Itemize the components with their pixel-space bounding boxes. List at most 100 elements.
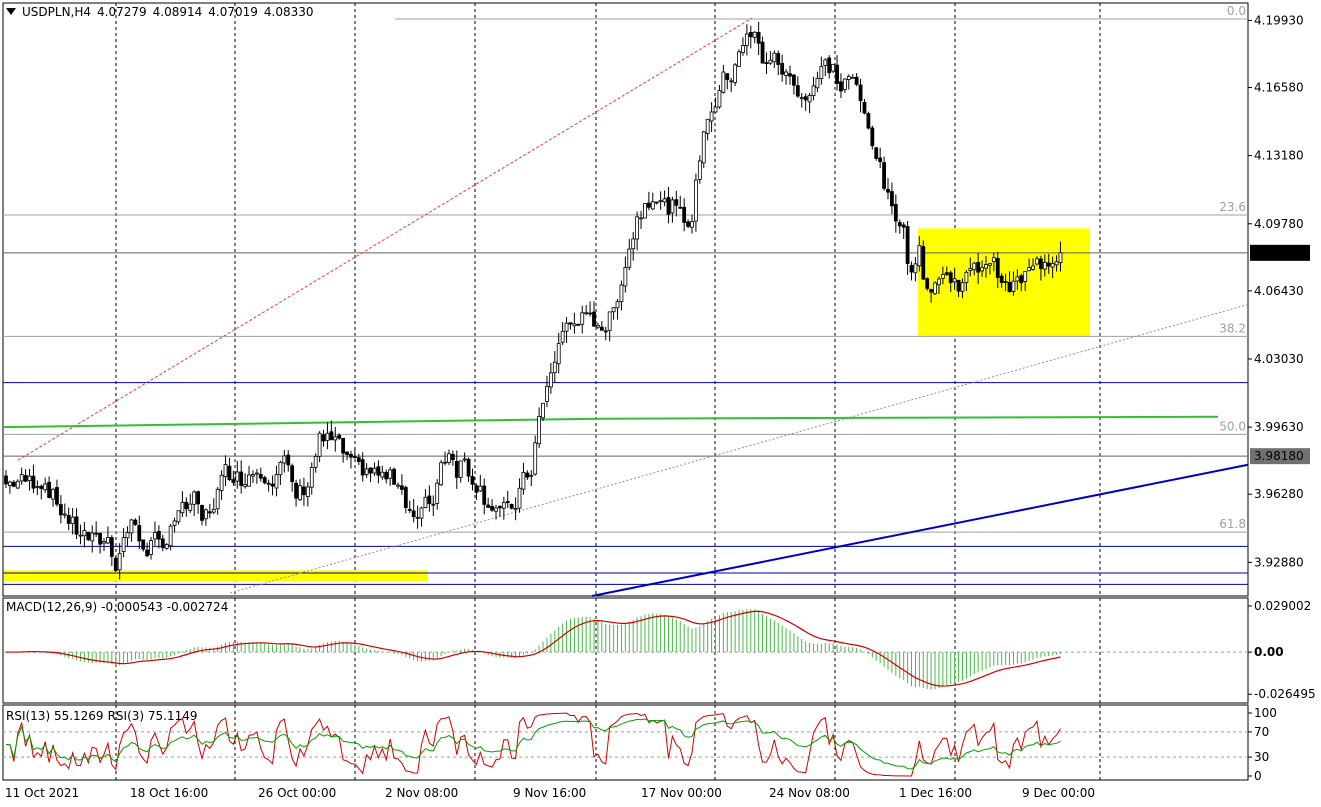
macd-histogram	[9, 609, 1061, 690]
candle-body	[443, 461, 447, 464]
candle-body	[196, 491, 200, 505]
candle-body	[294, 482, 298, 499]
candle-body	[1035, 258, 1039, 265]
fib-level-label: 0.0	[1227, 4, 1246, 18]
x-tick-label: 9 Dec 00:00	[1022, 786, 1095, 800]
candle-body	[498, 506, 502, 509]
candle-body	[658, 200, 663, 203]
candle-body	[164, 544, 169, 549]
candle-body	[748, 32, 753, 38]
candle-body	[102, 541, 106, 544]
candle-body	[694, 179, 698, 222]
candle-body	[607, 311, 612, 332]
y-tick-label: 3.96280	[1254, 487, 1304, 501]
candle-body	[619, 284, 624, 303]
candle-body	[490, 506, 494, 511]
candle-body	[635, 216, 640, 240]
candle-body	[533, 442, 538, 475]
candle-body	[313, 455, 318, 468]
candle-body	[552, 361, 557, 374]
candle-body	[51, 488, 55, 500]
x-tick-label: 11 Oct 2021	[5, 786, 79, 800]
candle-body	[823, 59, 828, 66]
candle-body	[705, 118, 710, 134]
candle-body	[356, 457, 361, 462]
candle-body	[976, 262, 981, 273]
candle-body	[960, 282, 965, 292]
rsi3-label: RSI(3) 75.1149	[107, 709, 198, 723]
candle-body	[701, 131, 706, 164]
candle-body	[697, 160, 702, 180]
x-tick-label: 18 Oct 16:00	[130, 786, 208, 800]
y-tick-label: 4.13180	[1254, 149, 1304, 163]
candle-body	[141, 539, 146, 550]
candle-body	[584, 312, 589, 315]
candle-body	[839, 81, 843, 92]
candle-body	[415, 516, 420, 519]
candle-body	[58, 504, 63, 516]
macd-signal-line	[5, 610, 1061, 687]
candle-body	[219, 474, 224, 491]
fib-level-label: 38.2	[1219, 321, 1246, 335]
candle-body	[991, 257, 996, 263]
candle-body	[807, 94, 812, 103]
candle-body	[686, 221, 690, 227]
x-tick-label: 17 Nov 00:00	[641, 786, 722, 800]
x-tick-label: 2 Nov 08:00	[385, 786, 458, 800]
moving-average-line	[2, 415, 1219, 429]
candle-body	[729, 80, 734, 83]
candle-body	[893, 204, 898, 222]
candle-body	[850, 77, 855, 79]
candle-body	[302, 486, 306, 496]
candle-body	[509, 503, 514, 509]
candle-body	[1054, 261, 1059, 266]
candle-body	[827, 57, 832, 74]
rsi13-label: RSI(13) 55.1269	[6, 709, 104, 723]
candle-body	[897, 222, 902, 227]
x-tick-label: 24 Nov 08:00	[769, 786, 850, 800]
y-tick-label: 4.06430	[1254, 284, 1304, 298]
candle-body	[925, 278, 930, 289]
y-tick-label: 3.99630	[1254, 420, 1304, 434]
candle-body	[505, 501, 510, 504]
candle-body	[494, 507, 498, 512]
candle-body	[19, 474, 24, 482]
channel-line	[229, 304, 1249, 594]
candle-body	[858, 84, 863, 102]
candle-body	[815, 77, 820, 89]
candle-body	[388, 469, 393, 479]
candle-body	[615, 301, 620, 309]
rsi-tick-label: 100	[1254, 706, 1277, 720]
candle-body	[803, 96, 808, 101]
candle-body	[776, 53, 781, 65]
candle-body	[674, 199, 679, 206]
candle-body	[513, 508, 518, 511]
candle-body	[1015, 276, 1020, 282]
candle-body	[956, 279, 961, 292]
candle-body	[964, 271, 969, 283]
candle-body	[384, 471, 389, 480]
trend-line	[591, 463, 1249, 597]
low-value: 4.07019	[208, 5, 258, 19]
candle-body	[211, 508, 216, 513]
y-tick-label: 4.09780	[1254, 217, 1304, 231]
candle-body	[756, 32, 761, 44]
candle-body	[580, 312, 585, 325]
candle-body	[192, 491, 197, 505]
candle-body	[890, 191, 894, 207]
candle-body	[86, 531, 91, 541]
candle-body	[995, 258, 1000, 278]
support-zone	[4, 570, 428, 582]
candle-body	[149, 540, 153, 555]
candle-body	[396, 484, 400, 487]
candle-body	[200, 504, 204, 521]
chevron-down-icon[interactable]	[6, 8, 16, 15]
candle-body	[988, 263, 992, 266]
candle-body	[427, 495, 432, 504]
fib-level-label: 61.8	[1219, 517, 1246, 531]
candle-body	[878, 157, 883, 163]
candle-body	[23, 474, 28, 482]
candle-body	[478, 485, 483, 492]
candle-body	[560, 330, 565, 343]
candle-body	[631, 238, 636, 250]
